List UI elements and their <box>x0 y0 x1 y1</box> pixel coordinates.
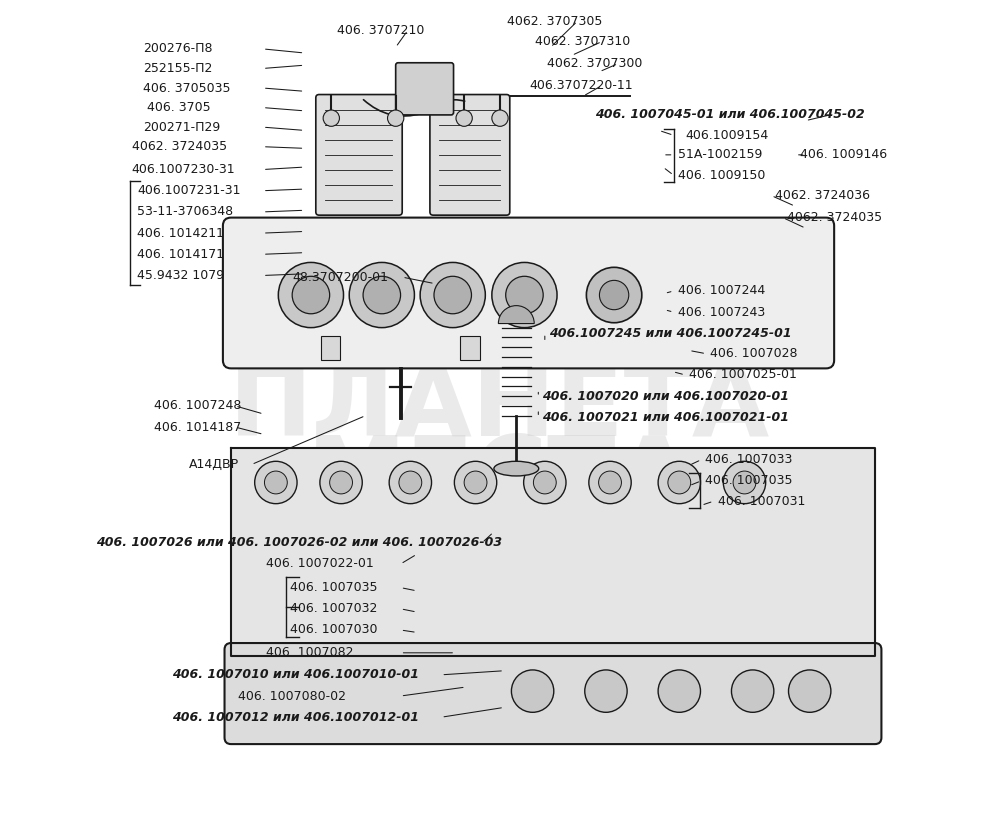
Text: 406. 1014171: 406. 1014171 <box>137 248 224 261</box>
FancyBboxPatch shape <box>223 218 834 368</box>
Circle shape <box>454 461 497 504</box>
Text: 4062. 3724035: 4062. 3724035 <box>132 140 227 153</box>
Text: А14ДВР: А14ДВР <box>189 458 239 471</box>
Bar <box>321 336 340 360</box>
Text: 406. 1007030: 406. 1007030 <box>290 623 377 637</box>
Text: 406. 1007248: 406. 1007248 <box>154 399 241 412</box>
Text: 406. 1007244: 406. 1007244 <box>678 284 765 297</box>
Circle shape <box>731 670 774 712</box>
Circle shape <box>464 471 487 494</box>
Circle shape <box>320 461 362 504</box>
Text: 252155-П2: 252155-П2 <box>143 62 212 75</box>
Text: 200271-П29: 200271-П29 <box>143 121 220 134</box>
Circle shape <box>524 461 566 504</box>
Circle shape <box>255 461 297 504</box>
Circle shape <box>492 262 557 328</box>
Text: 406.1007230-31: 406.1007230-31 <box>132 163 235 176</box>
Circle shape <box>723 461 766 504</box>
FancyBboxPatch shape <box>316 95 402 215</box>
Text: 406. 1014187: 406. 1014187 <box>154 421 241 434</box>
Text: 4062. 3707300: 4062. 3707300 <box>547 57 643 70</box>
Text: МЕСТА: МЕСТА <box>307 432 693 530</box>
Text: 4062. 3724036: 4062. 3724036 <box>775 189 870 202</box>
Circle shape <box>585 670 627 712</box>
Text: 406. 1007045-01 или 406.1007045-02: 406. 1007045-01 или 406.1007045-02 <box>595 108 864 121</box>
Text: 406. 3705: 406. 3705 <box>143 101 211 114</box>
Text: 53-11-3706348: 53-11-3706348 <box>137 205 233 218</box>
Text: 406. 1007035: 406. 1007035 <box>705 474 793 487</box>
Text: ПЛАНЕТА: ПЛАНЕТА <box>229 359 771 456</box>
Text: 406. 1007022-01: 406. 1007022-01 <box>266 557 374 570</box>
Text: 406. 1009146: 406. 1009146 <box>800 148 887 161</box>
Circle shape <box>658 670 700 712</box>
Circle shape <box>292 276 330 314</box>
Text: 4062. 3707310: 4062. 3707310 <box>535 35 630 48</box>
Polygon shape <box>231 448 875 656</box>
Circle shape <box>511 670 554 712</box>
Circle shape <box>388 110 404 126</box>
Text: 406. 1007025-01: 406. 1007025-01 <box>689 368 797 381</box>
Circle shape <box>399 471 422 494</box>
Circle shape <box>599 471 621 494</box>
Text: 406. 1007082: 406. 1007082 <box>266 646 354 659</box>
Circle shape <box>668 471 691 494</box>
Circle shape <box>589 461 631 504</box>
Circle shape <box>658 461 700 504</box>
Ellipse shape <box>494 461 539 476</box>
Text: 4062. 3724035: 4062. 3724035 <box>787 211 882 224</box>
Text: 406.1007245 или 406.1007245-01: 406.1007245 или 406.1007245-01 <box>549 327 792 340</box>
Circle shape <box>733 471 756 494</box>
Text: 406. 1007035: 406. 1007035 <box>290 581 377 594</box>
Text: 406.1007231-31: 406.1007231-31 <box>137 184 241 197</box>
Text: 406. 1007012 или 406.1007012-01: 406. 1007012 или 406.1007012-01 <box>172 711 419 724</box>
Text: 406. 3707210: 406. 3707210 <box>337 24 424 37</box>
Circle shape <box>264 471 287 494</box>
Circle shape <box>456 110 472 126</box>
Text: 406. 1007243: 406. 1007243 <box>678 306 765 319</box>
Bar <box>460 336 480 360</box>
Text: 406. 1007020 или 406.1007020-01: 406. 1007020 или 406.1007020-01 <box>542 390 789 403</box>
Circle shape <box>330 471 352 494</box>
Circle shape <box>599 280 629 310</box>
Text: 4062. 3707305: 4062. 3707305 <box>507 15 602 28</box>
Circle shape <box>363 276 401 314</box>
Circle shape <box>492 110 508 126</box>
Text: 200276-П8: 200276-П8 <box>143 42 213 55</box>
FancyBboxPatch shape <box>430 95 510 215</box>
Text: 406. 3705035: 406. 3705035 <box>143 82 231 95</box>
Text: 406. 1007031: 406. 1007031 <box>718 495 805 508</box>
Text: 406. 1007010 или 406.1007010-01: 406. 1007010 или 406.1007010-01 <box>172 668 419 681</box>
FancyBboxPatch shape <box>396 63 454 115</box>
Text: 406.3707220-11: 406.3707220-11 <box>529 79 633 92</box>
Circle shape <box>789 670 831 712</box>
Text: 406.1009154: 406.1009154 <box>685 129 768 142</box>
Text: 406. 1009150: 406. 1009150 <box>678 169 765 182</box>
Text: 45.9432 1079: 45.9432 1079 <box>137 269 224 282</box>
Circle shape <box>434 276 471 314</box>
Text: 406. 1007021 или 406.1007021-01: 406. 1007021 или 406.1007021-01 <box>542 411 789 424</box>
Text: 406. 1007026 или 406. 1007026-02 или 406. 1007026-03: 406. 1007026 или 406. 1007026-02 или 406… <box>96 536 502 549</box>
Text: 406. 1007033: 406. 1007033 <box>705 453 793 466</box>
FancyBboxPatch shape <box>225 643 881 744</box>
Circle shape <box>533 471 556 494</box>
Wedge shape <box>498 306 534 324</box>
Text: 48.3707200-01: 48.3707200-01 <box>292 271 388 284</box>
Circle shape <box>389 461 432 504</box>
Text: 406. 1007080-02: 406. 1007080-02 <box>238 689 346 703</box>
Text: 406. 1007032: 406. 1007032 <box>290 602 377 615</box>
Text: 51А-1002159: 51А-1002159 <box>678 148 762 161</box>
Circle shape <box>323 110 339 126</box>
Circle shape <box>420 262 485 328</box>
Circle shape <box>278 262 344 328</box>
Text: 406. 1014211: 406. 1014211 <box>137 227 224 240</box>
Circle shape <box>506 276 543 314</box>
Circle shape <box>349 262 414 328</box>
Circle shape <box>586 267 642 323</box>
Text: 406. 1007028: 406. 1007028 <box>710 347 798 360</box>
